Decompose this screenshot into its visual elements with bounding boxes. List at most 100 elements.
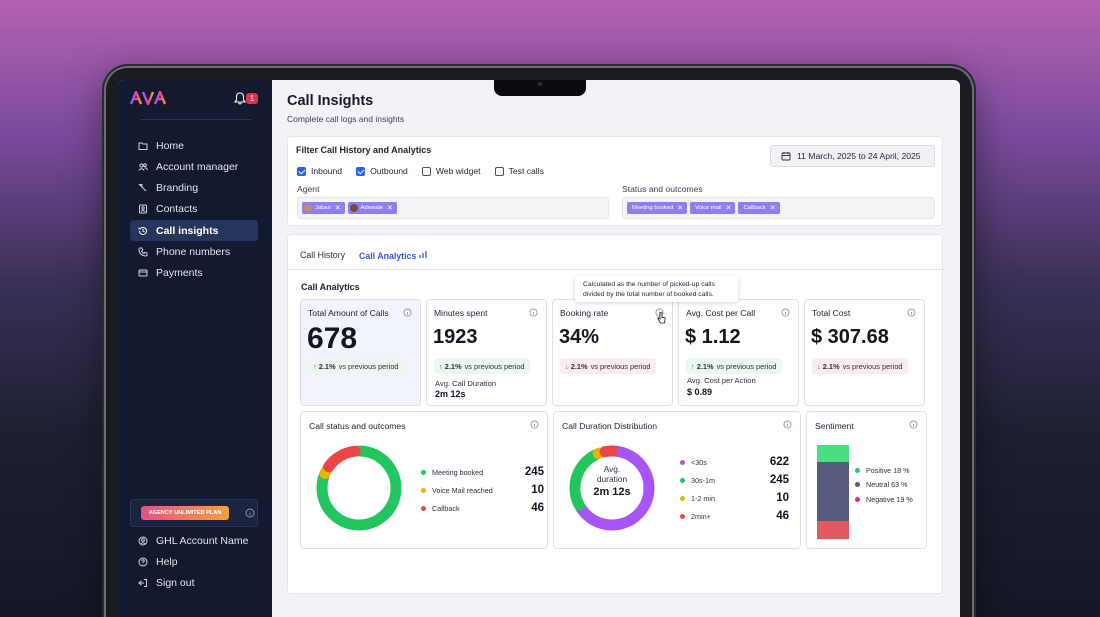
plan-badge[interactable]: AGENCY UNLIMITED PLAN (141, 506, 229, 520)
remove-icon[interactable]: ✕ (769, 205, 776, 212)
legend-value: 245 (524, 466, 544, 478)
info-icon[interactable] (655, 308, 664, 317)
sidebar-item-branding[interactable]: Branding (130, 178, 258, 199)
sidebar-item-phone-numbers[interactable]: Phone numbers (130, 241, 258, 262)
status-donut-segment (316, 445, 402, 531)
checkbox-test-calls[interactable]: Test calls (494, 166, 544, 176)
duration-donut-segment (569, 445, 655, 531)
remove-icon[interactable]: ✕ (725, 205, 732, 212)
legend-dot (855, 496, 860, 502)
sidebar-item-account[interactable]: GHL Account Name (130, 530, 258, 551)
info-icon[interactable] (530, 420, 539, 429)
metric-card-minutes: Minutes spent 1923 ↑ 2.1% vs previous peri… (426, 299, 547, 406)
date-range-picker[interactable]: 11 March, 2025 to 24 April, 2025 (770, 145, 935, 167)
checkbox-box[interactable] (297, 166, 306, 176)
notification-badge: 1 (246, 93, 258, 104)
status-chip[interactable]: Meeting booked ✕ (627, 202, 688, 214)
info-icon[interactable] (403, 308, 412, 317)
metric-card-booking-rate: Booking rate 34% ↓ 2.1% vs previous period (552, 299, 673, 406)
booking-rate-tooltip: Calculated as the number of picked-up ca… (575, 276, 738, 302)
call-duration-panel: Call Duration Distribution Avg. duration… (553, 411, 801, 549)
delta-text: vs previous period (842, 361, 903, 371)
legend-dot (680, 459, 685, 465)
remove-icon[interactable]: ✕ (386, 205, 393, 212)
delta-text: vs previous period (716, 361, 777, 371)
sentiment-segment (817, 461, 849, 522)
metric-label: Total Amount of Calls (308, 308, 389, 318)
bar-chart-icon (419, 251, 427, 258)
brush-icon (138, 184, 147, 192)
center-label-line: Avg. (603, 464, 621, 474)
bell-icon[interactable] (234, 92, 246, 105)
main-content: Call Insights Complete call logs and ins… (272, 80, 960, 617)
tab-call-analytics[interactable]: Call Analytics (358, 250, 427, 270)
tab-label: Call Analytics (358, 251, 417, 261)
page-title: Call Insights (287, 93, 374, 109)
arrow-down-icon: ↓ (817, 361, 821, 371)
chip-label: Jabari (315, 205, 331, 211)
status-select[interactable]: Meeting booked ✕ Voice mail ✕ Callback ✕ (622, 197, 935, 219)
info-icon[interactable] (907, 308, 916, 317)
delta-value: 2.1% (570, 361, 588, 371)
sidebar-item-sign-out[interactable]: Sign out (130, 573, 258, 594)
info-icon[interactable] (781, 308, 790, 317)
sidebar-item-call-insights[interactable]: Call insights (130, 220, 258, 242)
legend-label: 1-2 min (691, 493, 715, 503)
legend-value: 46 (776, 510, 789, 522)
checkbox-box[interactable] (494, 166, 504, 176)
info-icon[interactable] (909, 420, 918, 429)
sidebar-item-payments[interactable]: Payments (130, 263, 258, 284)
checkbox-box[interactable] (421, 166, 431, 176)
legend-label: Negative 19 % (866, 494, 913, 504)
legend-value: 10 (776, 492, 789, 504)
metric-value: 678 (307, 322, 358, 355)
chip-label: Adewale (360, 205, 383, 211)
history-icon (138, 226, 147, 235)
status-chip[interactable]: Voice mail ✕ (690, 202, 736, 214)
remove-icon[interactable]: ✕ (677, 205, 684, 212)
delta-text: vs previous period (464, 361, 525, 371)
sidebar-bottom-nav: GHL Account Name Help Sign out (130, 530, 258, 594)
status-chip[interactable]: Callback ✕ (738, 202, 780, 214)
checkbox-box[interactable] (356, 166, 366, 176)
sidebar-nav: Home Account manager Branding Contacts C… (130, 135, 258, 284)
metric-card-total-cost: Total Cost $ 307.68 ↓ 2.1% vs previous per… (804, 299, 925, 406)
signout-icon (138, 579, 147, 588)
sidebar-item-help[interactable]: Help (130, 551, 258, 572)
info-icon[interactable] (783, 420, 792, 429)
tab-call-history[interactable]: Call History (300, 250, 345, 260)
sidebar-item-account-manager[interactable]: Account manager (130, 156, 258, 177)
legend-item: 30s-1m 245 (680, 471, 789, 489)
agent-chip[interactable]: Adewale ✕ (347, 202, 397, 214)
checkbox-web-widget[interactable]: Web widget (421, 166, 481, 176)
sidebar: 1 Home Account manager Branding Contacts (118, 80, 272, 617)
panel-title: Call status and outcomes (309, 421, 406, 431)
sidebar-item-home[interactable]: Home (130, 135, 258, 156)
tabs: Call History Call Analytics (300, 250, 441, 270)
legend-label: 2min+ (691, 511, 711, 521)
sidebar-item-contacts[interactable]: Contacts (130, 199, 258, 220)
status-donut-segment (316, 445, 402, 531)
panel-title: Call Duration Distribution (562, 421, 658, 431)
legend-label: Meeting booked (432, 467, 484, 477)
center-label-line: duration (596, 474, 628, 484)
checkbox-outbound[interactable]: Outbound (356, 166, 408, 176)
ava-logo (130, 91, 167, 105)
agent-chip[interactable]: Jabari ✕ (302, 202, 345, 214)
legend-dot (855, 482, 860, 488)
date-range-text: 11 March, 2025 to 24 April, 2025 (797, 151, 921, 161)
info-icon[interactable] (245, 508, 255, 518)
legend-dot (421, 487, 426, 493)
remove-icon[interactable]: ✕ (334, 205, 341, 212)
agent-select[interactable]: Jabari ✕ Adewale ✕ (297, 197, 609, 219)
panel-title: Sentiment (815, 421, 854, 431)
legend-item: Voice Mail reached 10 (421, 481, 544, 499)
delta-value: 2.1% (696, 361, 714, 371)
legend-label: Voice Mail reached (432, 485, 493, 495)
metric-sub-value: 2m 12s (435, 389, 466, 399)
metric-value: 1923 (433, 326, 478, 348)
sidebar-item-label: Branding (156, 182, 199, 195)
info-icon[interactable] (529, 308, 538, 317)
sentiment-legend: Positive 18 % Neutral 63 % Negative 19 % (855, 463, 913, 507)
checkbox-inbound[interactable]: Inbound (297, 166, 342, 176)
